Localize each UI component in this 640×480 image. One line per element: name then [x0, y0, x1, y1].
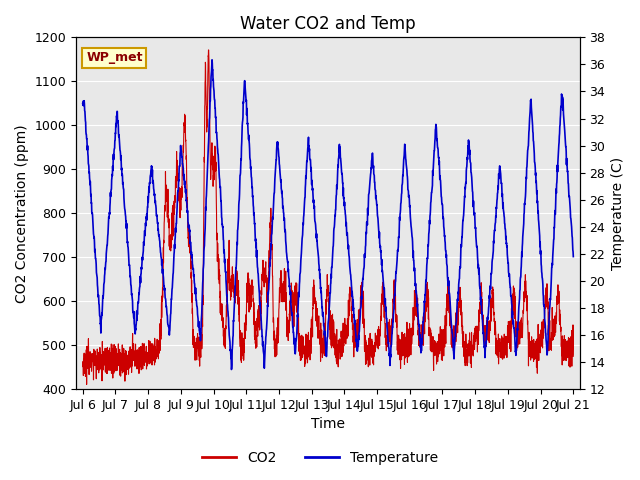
CO2: [83, 382, 90, 387]
CO2: [289, 313, 296, 319]
CO2: [135, 358, 143, 363]
Temperature: [208, 57, 216, 63]
Temperature: [79, 101, 86, 107]
Temperature: [318, 298, 326, 304]
Temperature: [228, 367, 236, 372]
CO2: [205, 47, 212, 53]
Temperature: [570, 254, 577, 260]
Temperature: [305, 143, 312, 149]
CO2: [79, 363, 86, 369]
Legend: CO2, Temperature: CO2, Temperature: [196, 445, 444, 471]
Line: Temperature: Temperature: [83, 60, 573, 370]
CO2: [268, 239, 275, 245]
Temperature: [104, 233, 111, 239]
Title: Water CO2 and Temp: Water CO2 and Temp: [240, 15, 416, 33]
Temperature: [556, 131, 563, 136]
CO2: [508, 324, 515, 330]
Line: CO2: CO2: [83, 50, 573, 384]
Y-axis label: CO2 Concentration (ppm): CO2 Concentration (ppm): [15, 124, 29, 302]
Temperature: [556, 133, 563, 139]
X-axis label: Time: Time: [311, 418, 345, 432]
CO2: [560, 346, 568, 352]
CO2: [570, 353, 577, 359]
Temperature: [466, 152, 474, 157]
Text: WP_met: WP_met: [86, 51, 143, 64]
Y-axis label: Temperature (C): Temperature (C): [611, 156, 625, 270]
CO2: [164, 186, 172, 192]
